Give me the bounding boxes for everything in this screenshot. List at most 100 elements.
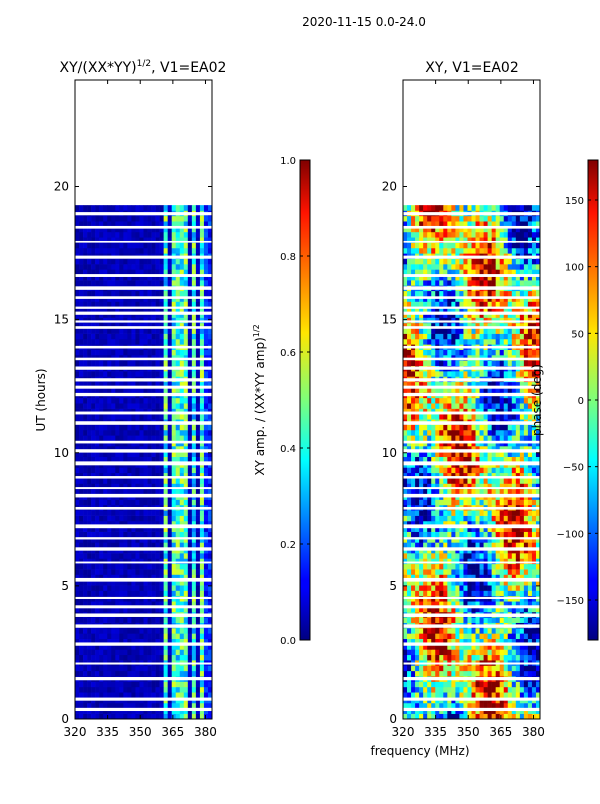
right-heat-cell — [431, 714, 435, 720]
left-heat-cell — [172, 569, 176, 575]
left-heat-cell — [164, 714, 168, 720]
left-heat-cell — [148, 682, 152, 688]
left-heat-cell — [152, 687, 156, 693]
left-heat-cell — [91, 532, 95, 538]
left-heat-cell — [75, 371, 79, 377]
left-heat-cell — [99, 500, 103, 506]
left-heat-cell — [164, 334, 168, 340]
left-heat-cell — [148, 628, 152, 634]
left-heat-cell — [176, 617, 180, 623]
right-heat-cell — [512, 564, 516, 570]
left-heat-cell — [119, 360, 123, 366]
left-heat-cell — [148, 591, 152, 597]
left-heat-cell — [168, 532, 172, 538]
left-heat-cell — [119, 553, 123, 559]
right-heat-cell — [476, 633, 480, 639]
left-heat-cell — [131, 301, 135, 307]
left-heat-cell — [111, 682, 115, 688]
right-heat-cell — [427, 553, 431, 559]
right-heat-cell — [524, 542, 528, 548]
right-heat-cell — [492, 585, 496, 591]
left-heat-cell — [131, 692, 135, 698]
left-heat-cell — [200, 414, 204, 420]
left-heat-cell — [115, 334, 119, 340]
left-heat-cell — [148, 714, 152, 720]
left-heat-cell — [176, 339, 180, 345]
left-heat-cell — [168, 510, 172, 516]
left-heat-cell — [152, 564, 156, 570]
right-heat-cell — [492, 649, 496, 655]
right-heat-cell — [427, 564, 431, 570]
left-heat-cell — [103, 205, 107, 211]
right-heat-cell — [520, 682, 524, 688]
left-heat-cell — [196, 500, 200, 506]
right-heat-cell — [492, 665, 496, 671]
time-gap — [75, 487, 212, 489]
left-heat-cell — [148, 489, 152, 495]
left-heat-cell — [188, 264, 192, 270]
left-heat-cell — [144, 435, 148, 441]
right-heat-cell — [488, 510, 492, 516]
left-heat-cell — [204, 301, 208, 307]
left-heat-cell — [188, 350, 192, 356]
left-heat-cell — [176, 703, 180, 709]
right-heat-cell — [427, 682, 431, 688]
left-heat-cell — [200, 280, 204, 286]
left-heat-cell — [139, 414, 143, 420]
left-heat-cell — [79, 617, 83, 623]
left-heat-cell — [95, 682, 99, 688]
right-heat-cell — [472, 692, 476, 698]
left-heat-cell — [83, 371, 87, 377]
left-heat-cell — [103, 617, 107, 623]
left-heat-cell — [148, 398, 152, 404]
left-heat-cell — [156, 516, 160, 522]
right-heat-cell — [496, 591, 500, 597]
left-heat-cell — [180, 569, 184, 575]
left-heat-cell — [87, 682, 91, 688]
left-heat-cell — [172, 500, 176, 506]
right-heat-cell — [459, 569, 463, 575]
left-heat-cell — [91, 280, 95, 286]
right-heat-cell — [403, 649, 407, 655]
right-heat-cell — [488, 569, 492, 575]
left-heat-cell — [192, 264, 196, 270]
right-heat-cell — [423, 714, 427, 720]
left-heat-cell — [156, 665, 160, 671]
left-heat-cell — [115, 553, 119, 559]
right-heat-cell — [504, 703, 508, 709]
right-heat-cell — [435, 564, 439, 570]
left-heat-cell — [83, 585, 87, 591]
left-heat-cell — [83, 692, 87, 698]
left-heat-cell — [91, 360, 95, 366]
left-heat-cell — [135, 489, 139, 495]
right-heat-cell — [435, 591, 439, 597]
left-heat-cell — [188, 714, 192, 720]
left-heat-cell — [204, 360, 208, 366]
left-heat-cell — [184, 264, 188, 270]
left-heat-cell — [87, 467, 91, 473]
right-heat-cell — [443, 665, 447, 671]
left-heat-cell — [200, 516, 204, 522]
left-heat-cell — [111, 360, 115, 366]
left-heat-cell — [204, 542, 208, 548]
right-heat-cell — [403, 665, 407, 671]
left-heat-cell — [83, 682, 87, 688]
left-heat-cell — [196, 467, 200, 473]
left-heat-cell — [119, 248, 123, 254]
right-heat-cell — [504, 516, 508, 522]
right-heat-cell — [504, 649, 508, 655]
right-heat-cell — [451, 649, 455, 655]
left-heat-cell — [152, 617, 156, 623]
left-heat-cell — [168, 671, 172, 677]
left-heat-cell — [144, 350, 148, 356]
right-heat-cell — [467, 542, 471, 548]
left-heat-cell — [91, 398, 95, 404]
left-heat-cell — [103, 516, 107, 522]
right-heat-cell — [463, 585, 467, 591]
right-heat-cell — [439, 703, 443, 709]
right-heat-cell — [447, 649, 451, 655]
left-heat-cell — [103, 467, 107, 473]
left-heat-cell — [152, 291, 156, 297]
left-heat-cell — [148, 649, 152, 655]
left-heat-cell — [200, 350, 204, 356]
